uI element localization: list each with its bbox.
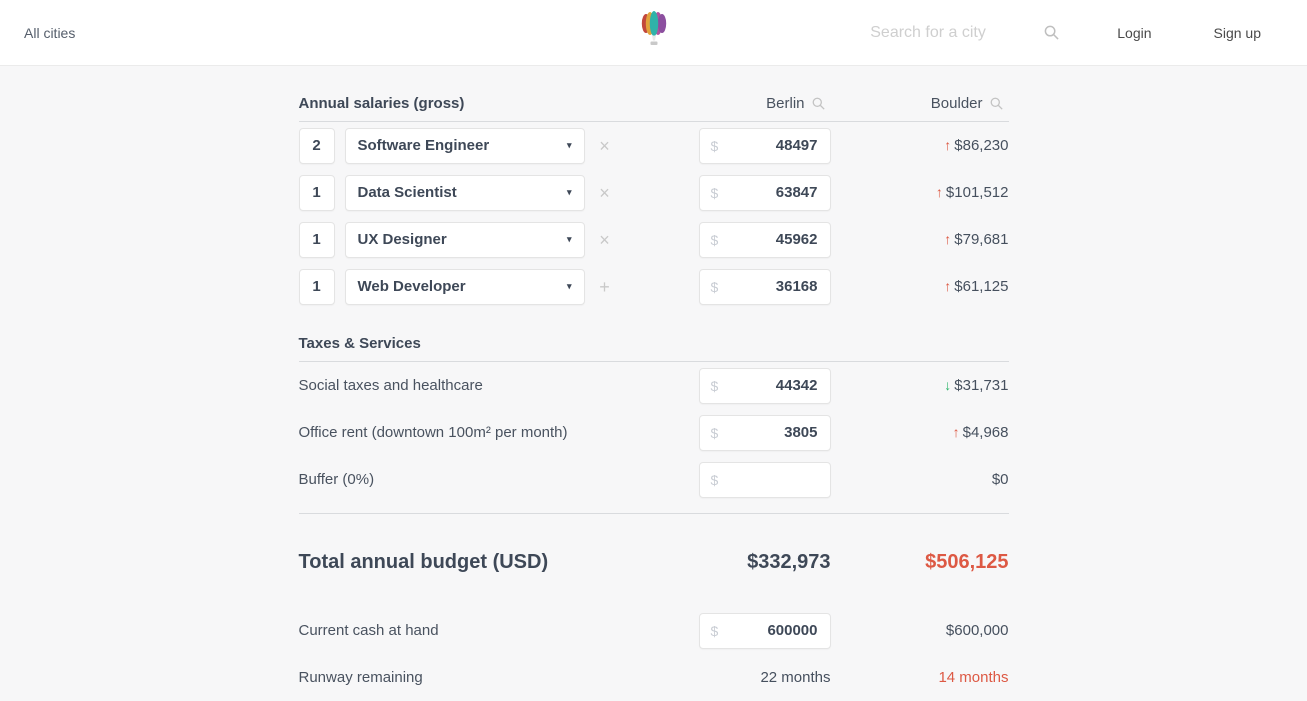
cash-compare-value: $600,000	[945, 622, 1009, 639]
role-select[interactable]: UX Designer ▾	[344, 221, 585, 258]
total-divider	[298, 513, 1009, 514]
runway-city-b: 14 months	[938, 669, 1009, 686]
role-select[interactable]: Data Scientist ▾	[344, 174, 585, 211]
cash-input[interactable]	[698, 612, 831, 649]
login-link[interactable]: Login	[1117, 24, 1152, 41]
city-column-berlin: Berlin	[699, 95, 831, 112]
top-nav: All cities Login Sign up	[0, 0, 1307, 66]
compare-value: ↑ $4,968	[952, 424, 1009, 441]
arrow-up-icon: ↑	[944, 137, 952, 153]
salary-input[interactable]	[698, 268, 831, 305]
compare-value: ↓ $31,731	[944, 377, 1009, 394]
compare-value: ↑ $86,230	[944, 137, 1009, 154]
tax-input[interactable]	[698, 367, 831, 404]
city-column-boulder: Boulder	[831, 95, 1009, 112]
compare-value: ↑ $101,512	[935, 184, 1009, 201]
role-select[interactable]: Web Developer ▾	[344, 268, 585, 305]
tax-input[interactable]	[698, 414, 831, 451]
chevron-down-icon: ▾	[566, 234, 572, 244]
arrow-up-icon: ↑	[944, 231, 952, 247]
tax-row: Buffer (0%) $ $0	[299, 456, 1009, 503]
arrow-up-icon: ↑	[952, 424, 960, 440]
nav-right-group: Login Sign up	[870, 23, 1283, 42]
quantity-field[interactable]: 1	[298, 221, 335, 258]
salary-row: 2 Software Engineer ▾ × $ ↑$86,230	[298, 122, 1009, 169]
city-search-input[interactable]	[870, 23, 1021, 42]
city-b-search-icon[interactable]	[990, 97, 1003, 110]
salary-input[interactable]	[698, 221, 831, 258]
role-select-value: Software Engineer	[357, 137, 490, 154]
total-label: Total annual budget (USD)	[298, 550, 549, 573]
quantity-field[interactable]: 2	[298, 127, 335, 164]
tax-row: Social taxes and healthcare $ ↓$31,731	[299, 362, 1009, 409]
total-city-b: $506,125	[925, 550, 1009, 573]
remove-row-icon[interactable]: ×	[599, 135, 610, 156]
budget-calculator: Annual salaries (gross) Berlin Boulder 2…	[298, 66, 1009, 701]
balloon-logo[interactable]	[640, 10, 668, 55]
tax-row-label: Buffer (0%)	[298, 471, 375, 488]
runway-label: Runway remaining	[298, 669, 423, 686]
quantity-field[interactable]: 1	[298, 268, 335, 305]
city-a-search-icon[interactable]	[812, 97, 825, 110]
tax-row: Office rent (downtown 100m² per month) $…	[299, 409, 1009, 456]
add-row-icon[interactable]: +	[599, 276, 610, 297]
compare-value: ↑ $61,125	[944, 278, 1009, 295]
role-select[interactable]: Software Engineer ▾	[344, 127, 585, 164]
total-city-a: $332,973	[747, 550, 831, 573]
tax-row-label: Office rent (downtown 100m² per month)	[298, 424, 568, 441]
role-select-value: Web Developer	[357, 278, 466, 295]
quantity-field[interactable]: 1	[298, 174, 335, 211]
hot-air-balloon-icon	[641, 10, 666, 45]
search-icon[interactable]	[1044, 25, 1059, 40]
taxes-header: Taxes & Services	[298, 326, 1009, 362]
signup-link[interactable]: Sign up	[1213, 24, 1261, 41]
salary-row: 1 Data Scientist ▾ × $ ↑$101,512	[298, 169, 1009, 216]
remove-row-icon[interactable]: ×	[599, 229, 610, 250]
chevron-down-icon: ▾	[566, 140, 572, 150]
salary-row: 1 Web Developer ▾ + $ ↑$61,125	[298, 263, 1009, 310]
salaries-header: Annual salaries (gross) Berlin Boulder	[298, 86, 1009, 122]
runway-city-a: 22 months	[760, 669, 831, 686]
buffer-input[interactable]	[698, 461, 831, 498]
cash-label: Current cash at hand	[298, 622, 439, 639]
chevron-down-icon: ▾	[566, 187, 572, 197]
all-cities-link[interactable]: All cities	[24, 24, 76, 41]
salaries-title: Annual salaries (gross)	[298, 95, 465, 112]
arrow-up-icon: ↑	[944, 278, 952, 294]
salary-row: 1 UX Designer ▾ × $ ↑$79,681	[298, 216, 1009, 263]
role-select-value: UX Designer	[357, 231, 447, 248]
arrow-down-icon: ↓	[944, 377, 952, 393]
runway-row: Runway remaining 22 months 14 months	[299, 654, 1009, 701]
city-b-label: Boulder	[930, 95, 983, 112]
salary-input[interactable]	[698, 127, 831, 164]
compare-value: $0	[991, 471, 1009, 488]
role-select-value: Data Scientist	[357, 184, 457, 201]
compare-value: ↑ $79,681	[944, 231, 1009, 248]
salary-input[interactable]	[698, 174, 831, 211]
tax-row-label: Social taxes and healthcare	[298, 377, 483, 394]
arrow-up-icon: ↑	[935, 184, 943, 200]
chevron-down-icon: ▾	[566, 281, 572, 291]
taxes-title: Taxes & Services	[298, 335, 421, 352]
remove-row-icon[interactable]: ×	[599, 182, 610, 203]
city-a-label: Berlin	[766, 95, 805, 112]
cash-row: Current cash at hand $ $600,000	[299, 607, 1009, 654]
total-row: Total annual budget (USD) $332,973 $506,…	[299, 542, 1009, 582]
